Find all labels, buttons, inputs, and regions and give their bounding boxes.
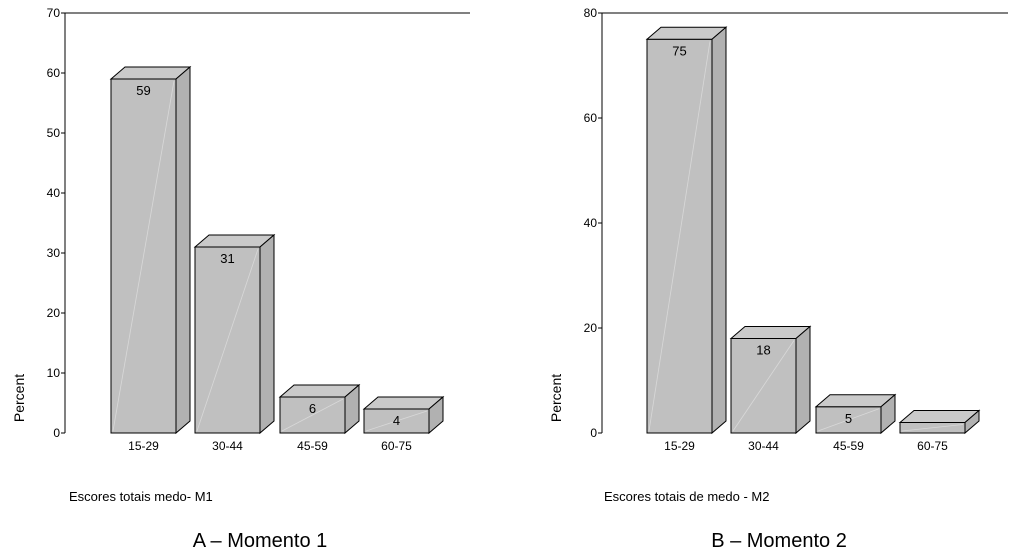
chart-a-bar: [362, 395, 445, 435]
chart-b-data-label: 18: [756, 343, 770, 358]
chart-b-bar: [645, 26, 728, 435]
chart-b-bar: [729, 325, 812, 435]
chart-a-y-ticks: 0 10 20 30 40 50 60 70: [47, 6, 65, 440]
chart-a-bar: [109, 65, 192, 435]
chart-a-y-tick-label: 70: [47, 6, 61, 20]
chart-b-x-tick-label: 15-29: [664, 439, 695, 453]
chart-b-bars: 75 18 5: [645, 26, 981, 435]
chart-a-x-tick-label: 30-44: [212, 439, 243, 453]
chart-b-x-axis-label: Escores totais de medo - M2: [604, 489, 769, 504]
chart-b-y-tick-label: 40: [584, 216, 598, 230]
chart-a-bar: [278, 383, 361, 435]
chart-b-data-label: 5: [845, 411, 852, 426]
chart-b-y-tick-label: 0: [590, 426, 597, 440]
chart-a-x-axis-label: Escores totais medo- M1: [69, 489, 213, 504]
chart-a-y-tick-label: 40: [47, 186, 61, 200]
chart-b-y-tick-label: 60: [584, 111, 598, 125]
chart-a-y-tick-label: 50: [47, 126, 61, 140]
chart-b-x-tick-label: 30-44: [748, 439, 779, 453]
chart-a-x-tick-label: 15-29: [128, 439, 159, 453]
chart-b-x-tick-labels: 15-29 30-44 45-59 60-75: [664, 439, 948, 453]
chart-a-x-tick-labels: 15-29 30-44 45-59 60-75: [128, 439, 412, 453]
chart-b-y-ticks: 0 20 40 60 80: [584, 6, 602, 440]
chart-a-frame: [64, 12, 470, 433]
chart-a-y-tick-label: 30: [47, 246, 61, 260]
chart-a-x-tick-label: 45-59: [297, 439, 328, 453]
chart-a-caption: A – Momento 1: [193, 530, 328, 552]
chart-a-y-tick-label: 20: [47, 306, 61, 320]
chart-b-caption: B – Momento 2: [711, 530, 847, 552]
chart-a-y-axis-label: Percent: [11, 374, 27, 422]
chart-a-data-label: 31: [220, 251, 234, 266]
chart-a-bar: [193, 233, 276, 435]
chart-b-bar: [898, 409, 981, 435]
chart-b-x-tick-label: 45-59: [833, 439, 864, 453]
chart-b-y-axis-label: Percent: [548, 374, 564, 422]
chart-b-x-tick-label: 60-75: [917, 439, 948, 453]
chart-b-bar: [814, 393, 897, 435]
chart-a-y-tick-label: 10: [47, 366, 61, 380]
chart-a-bars: 59 31 6 4: [109, 65, 445, 435]
chart-a: 0 10 20 30 40 50 60 70 59 31 6 4 15-29 30-44 45-59 60…: [11, 6, 470, 552]
chart-b-data-label: 75: [672, 43, 686, 58]
chart-b-y-tick-label: 20: [584, 321, 598, 335]
chart-a-data-label: 4: [393, 413, 400, 428]
chart-a-data-label: 6: [309, 401, 316, 416]
chart-b: 0 20 40 60 80 75 18 5 15-29 30-44 45-59 60-75 Per…: [548, 6, 1008, 552]
chart-a-y-tick-label: 60: [47, 66, 61, 80]
chart-b-y-tick-label: 80: [584, 6, 598, 20]
chart-a-y-tick-label: 0: [53, 426, 60, 440]
chart-a-data-label: 59: [136, 83, 150, 98]
chart-a-x-tick-label: 60-75: [381, 439, 412, 453]
